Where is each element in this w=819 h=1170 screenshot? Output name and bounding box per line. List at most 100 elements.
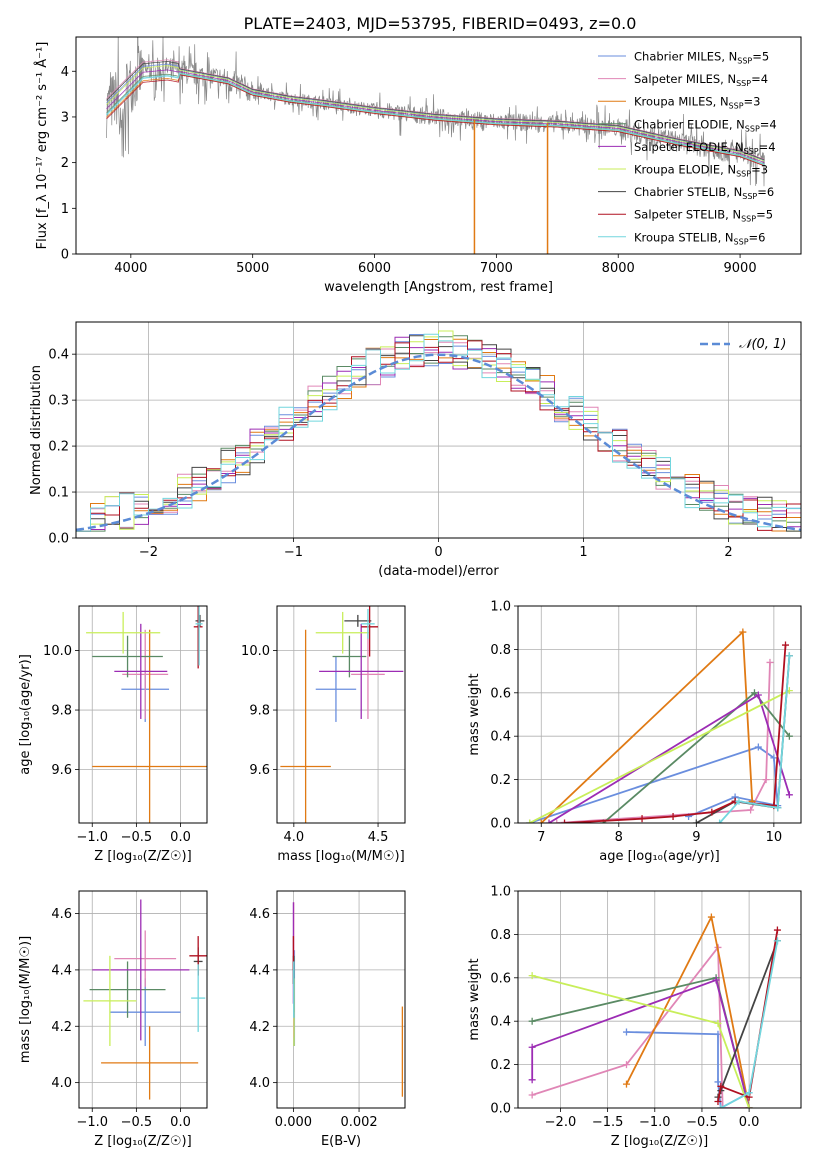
- mass-weight-marker: [714, 1078, 722, 1086]
- mass-weight-marker: [717, 1104, 725, 1108]
- observed-spectrum-line: [106, 37, 765, 187]
- x-tick-label: 0: [434, 545, 442, 560]
- y-axis-label: mass [log₁₀(M/M☉)]: [18, 936, 33, 1063]
- legend-entry: Salpeter MILES, NSSP=4: [634, 72, 768, 88]
- mass-weight-line: [540, 630, 754, 823]
- x-axis-label: mass [log₁₀(M/M☉)]: [277, 849, 404, 864]
- mass-weight-marker: [622, 1080, 630, 1088]
- model-spectrum-line: [106, 65, 765, 162]
- y-tick-label: 9.8: [249, 704, 270, 719]
- x-tick-label: −0.5: [686, 1115, 718, 1130]
- legend-entry: Salpeter STELIB, NSSP=5: [634, 208, 773, 224]
- y-tick-label: 1.0: [490, 600, 511, 615]
- axes-frame: [75, 36, 802, 255]
- panel-age-vs-mass: 4.0 4.5 9.6 9.8 10.0 mass [log₁₀(M/M☉)]: [241, 605, 406, 864]
- x-tick-label: 9: [692, 830, 700, 845]
- axes-frame: [78, 605, 208, 824]
- plot-area: [83, 899, 207, 1100]
- y-tick-label: 0.6: [490, 971, 511, 986]
- panel-mass-vs-Z: −1.0 −0.5 0.0 4.0 4.2 4.4 4.6 Z [log₁₀(Z/Z☉)] ma…: [18, 890, 208, 1149]
- y-axis-label: Flux [f_λ 10⁻¹⁷ erg cm⁻² s⁻¹ Å⁻¹]: [34, 42, 50, 250]
- y-tick-label: 1: [61, 202, 69, 217]
- axes-frame: [517, 605, 802, 824]
- panel-mass-weight-vs-age: 7 8 9 10 0.0 0.2 0.4 0.6 0.8 1.0 age [log₁₀(age/yr…: [467, 600, 802, 864]
- normal-gaussian-curve: [76, 353, 801, 532]
- mass-weight-marker: [781, 641, 789, 649]
- model-spectrum-line: [106, 73, 765, 166]
- y-tick-label: 9.6: [51, 763, 72, 778]
- mass-weight-marker: [770, 754, 778, 762]
- x-tick-label: 10: [766, 830, 783, 845]
- y-tick-label: 4.2: [51, 1020, 72, 1035]
- x-axis-label: Z [log₁₀(Z/Z☉)]: [94, 1134, 191, 1149]
- x-tick-label: 0.000: [275, 1115, 312, 1130]
- panel-mass-weight-vs-Z: −2.0 −1.5 −1.0 −0.5 0.0 0.0 0.2 0.4 0.6 0.8 1.0 Z […: [467, 885, 802, 1149]
- y-tick-label: 0.4: [490, 1015, 511, 1030]
- x-tick-label: 7000: [480, 261, 513, 276]
- y-tick-label: 0.2: [490, 773, 511, 788]
- panel-age-vs-Z: −1.0 −0.5 0.0 9.6 9.8 10.0 Z [log₁₀(Z/Z☉)] age …: [18, 605, 208, 864]
- x-tick-label: 4.5: [368, 830, 389, 845]
- mass-weight-marker: [745, 1104, 753, 1108]
- x-axis-label: Z [log₁₀(Z/Z☉)]: [94, 849, 191, 864]
- axes-frame: [78, 890, 208, 1109]
- mass-weight-marker: [528, 1091, 536, 1099]
- model-spectrum-line: [106, 63, 765, 162]
- y-tick-label: 0.4: [48, 348, 69, 363]
- mass-weight-marker: [528, 972, 536, 980]
- x-tick-label: 2: [724, 545, 732, 560]
- mass-weight-marker: [528, 1076, 536, 1084]
- mass-weight-marker: [754, 691, 762, 699]
- y-tick-label: 4.4: [249, 963, 270, 978]
- model-spectrum-line: [106, 59, 765, 160]
- mass-weight-marker: [785, 791, 793, 799]
- mass-weight-marker: [707, 913, 715, 921]
- mass-weight-line: [531, 978, 750, 1108]
- y-axis-label: mass weight: [467, 958, 482, 1040]
- x-tick-label: −1.0: [76, 830, 108, 845]
- plot-area: [76, 330, 801, 532]
- mass-weight-marker: [754, 743, 762, 751]
- mass-weight-marker: [714, 1019, 722, 1027]
- mass-weight-marker: [762, 776, 770, 784]
- figure-title: PLATE=2403, MJD=53795, FIBERID=0493, z=0…: [244, 14, 637, 33]
- mass-weight-marker: [622, 1028, 630, 1036]
- y-tick-label: 4.2: [249, 1020, 270, 1035]
- y-tick-label: 0: [61, 248, 69, 263]
- mass-weight-marker: [553, 819, 561, 823]
- model-spectrum-line: [106, 74, 765, 167]
- y-tick-label: 0.8: [490, 643, 511, 658]
- mass-weight-marker: [638, 815, 646, 823]
- y-tick-label: 0.0: [490, 1102, 511, 1117]
- mass-weight-marker: [785, 732, 793, 740]
- mass-weight-marker: [714, 1097, 722, 1105]
- mass-weight-marker: [526, 819, 534, 823]
- mass-weight-marker: [739, 628, 747, 636]
- x-tick-label: −1.0: [639, 1115, 671, 1130]
- y-tick-label: 0.2: [490, 1058, 511, 1073]
- y-tick-label: 2: [61, 156, 69, 171]
- mass-weight-marker: [692, 819, 700, 823]
- y-tick-label: 10.0: [241, 644, 270, 659]
- legend-entry: Chabrier STELIB, NSSP=6: [634, 185, 774, 201]
- legend-entry: Kroupa ELODIE, NSSP=3: [634, 163, 768, 179]
- plot-area: [86, 606, 207, 823]
- model-spectrum-line: [106, 72, 765, 166]
- mass-weight-marker: [545, 819, 553, 823]
- mass-weight-marker: [537, 819, 545, 823]
- y-tick-label: 4: [61, 65, 69, 80]
- mass-weight-line: [625, 914, 750, 1108]
- y-tick-label: 0.0: [48, 532, 69, 547]
- y-axis-label: mass weight: [467, 673, 482, 755]
- x-tick-label: −1: [284, 545, 303, 560]
- plot-area: [280, 606, 404, 823]
- y-tick-label: 4.0: [51, 1076, 72, 1091]
- panel-residuals: −2 −1 0 1 2 0.0 0.1 0.2 0.3 0.4 (data-model)/error…: [29, 321, 802, 579]
- mass-weight-marker: [747, 806, 755, 814]
- y-tick-label: 0.4: [490, 730, 511, 745]
- y-tick-label: 9.8: [51, 704, 72, 719]
- plot-area: [106, 37, 765, 254]
- axes-frame: [276, 890, 406, 1109]
- x-tick-label: 8000: [602, 261, 635, 276]
